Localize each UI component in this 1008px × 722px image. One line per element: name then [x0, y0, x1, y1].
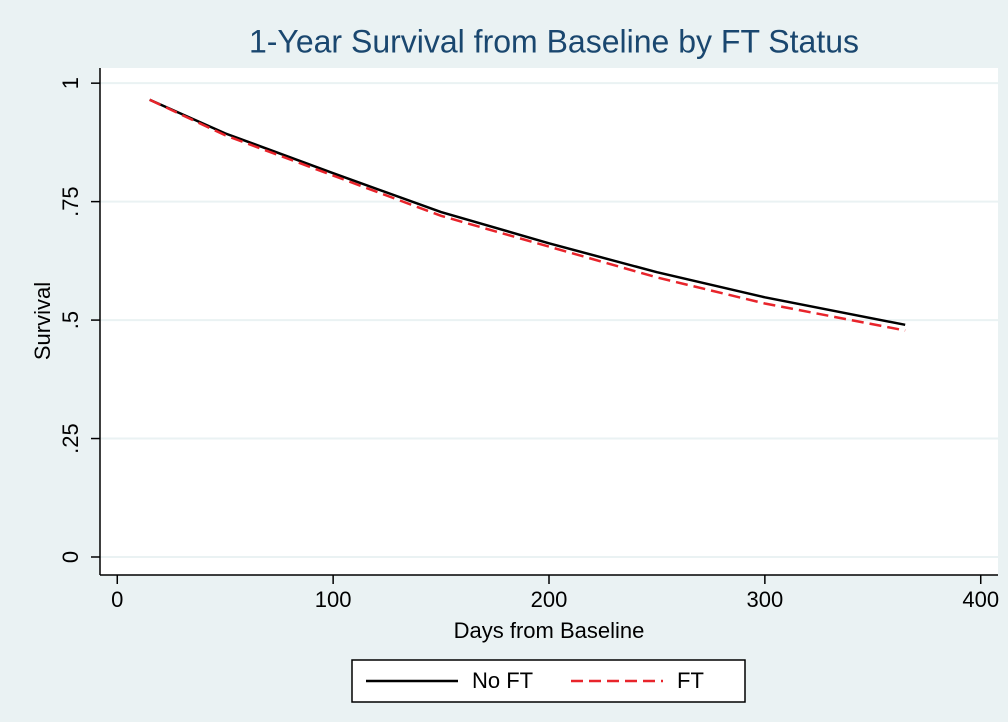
y-axis-label: Survival [30, 282, 55, 360]
legend-label: No FT [472, 668, 533, 693]
line-series [149, 98, 906, 327]
chart-title: 1-Year Survival from Baseline by FT Stat… [249, 23, 859, 59]
y-tick-label: 1 [58, 77, 83, 89]
legend-label: FT [677, 668, 704, 693]
y-tick-label: .75 [58, 186, 83, 217]
x-tick-label: 400 [962, 587, 999, 612]
x-axis-label: Days from Baseline [454, 618, 645, 643]
x-tick-label: 100 [315, 587, 352, 612]
y-tick-label: .5 [58, 311, 83, 329]
y-tick-label: 0 [58, 551, 83, 563]
x-tick-label: 0 [111, 587, 123, 612]
line-series [149, 98, 906, 332]
x-tick-label: 300 [747, 587, 784, 612]
x-tick-label: 200 [531, 587, 568, 612]
plot-area [100, 68, 998, 575]
y-tick-label: .25 [58, 423, 83, 454]
